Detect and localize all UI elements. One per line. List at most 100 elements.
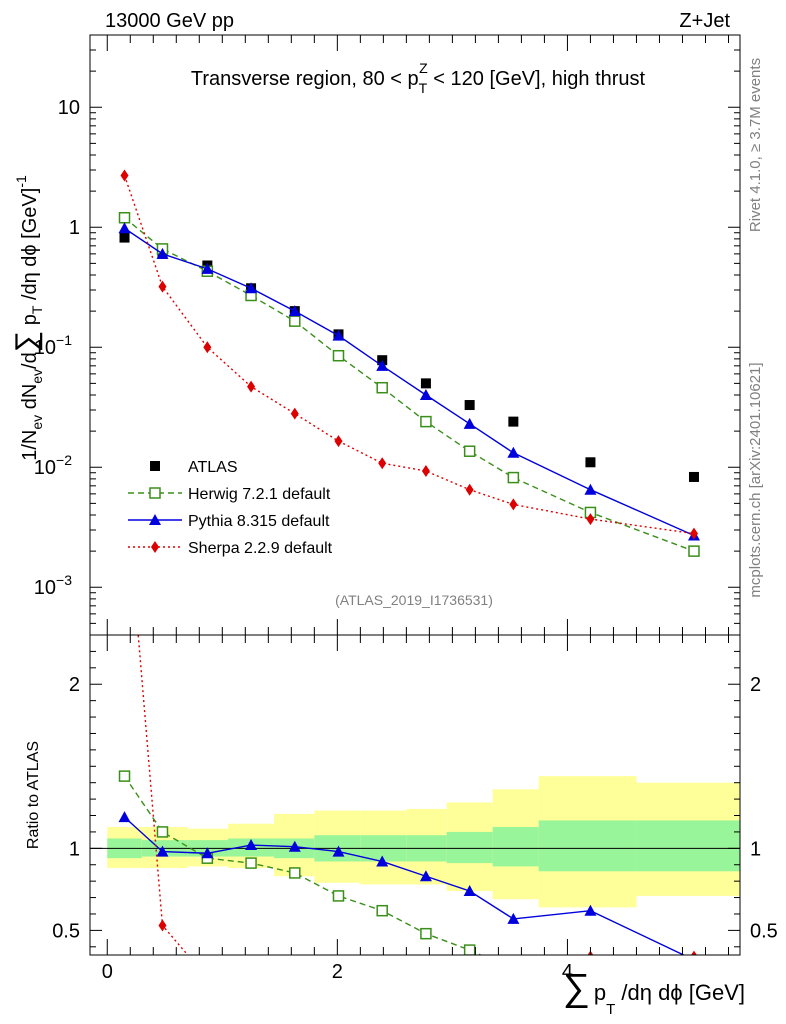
pythia-point: [332, 329, 345, 341]
herwig-ratio-point: [376, 904, 388, 917]
legend-marker: [149, 487, 161, 499]
sherpa-point: [421, 465, 430, 478]
ratio-plot-area: [90, 635, 740, 997]
pythia-ratio-point: [332, 845, 345, 857]
legend-label: Herwig 7.2.1 default: [188, 486, 331, 503]
legend-marker: [149, 514, 161, 525]
herwig-ratio-point: [289, 867, 301, 879]
ratio-tick-label-right: 1: [750, 838, 761, 860]
pythia-point: [463, 417, 476, 429]
legend-marker: [151, 541, 159, 553]
pythia-ratio-point: [245, 839, 258, 851]
pythia-ratio-point: [118, 811, 131, 823]
legend-entry-herwig: Herwig 7.2.1 default: [128, 486, 331, 503]
ratio-series: [90, 635, 740, 997]
x-tick-label: 2: [332, 961, 343, 983]
sherpa-point: [120, 169, 129, 182]
atlas-point: [508, 416, 519, 427]
herwig-ratio-point: [118, 770, 131, 782]
y-tick-base: 10: [58, 97, 80, 119]
pythia-line: [124, 227, 695, 537]
pythia-ratio-point: [463, 885, 476, 896]
sherpa-ratio-point: [334, 985, 342, 997]
x-tick-label: 4: [562, 961, 573, 983]
y-tick-base: 10: [34, 337, 56, 359]
legend-entry-pythia: Pythia 8.315 default: [128, 513, 330, 530]
x-tick-label: 0: [102, 961, 113, 983]
pythia-point: [118, 222, 131, 234]
herwig-ratio-point: [508, 965, 518, 975]
ratio-tick-label-left: 0.5: [52, 920, 80, 942]
ratio-tick-label-right: 2: [750, 674, 761, 696]
uncertainty-band-inner: [446, 831, 493, 864]
rivet-label: Rivet 4.1.0, ≥ 3.7M events: [747, 58, 764, 232]
sherpa-line: [123, 175, 695, 535]
legend-marker: [150, 461, 160, 471]
sherpa-ratio-point: [466, 974, 474, 986]
pythia-ratio-point: [201, 847, 214, 859]
sherpa-ratio-point: [247, 982, 255, 994]
herwig-ratio-point: [463, 944, 476, 955]
sherpa-point: [509, 498, 518, 511]
sherpa-ratio-point: [291, 983, 299, 995]
sherpa-ratio-point: [691, 950, 697, 955]
x-axis-label: ∑ pT /dη dϕ [GeV]: [563, 967, 745, 1018]
ratio-tick-label-left: 2: [69, 674, 80, 696]
herwig-point: [420, 415, 432, 428]
herwig-ratio-point: [689, 968, 699, 978]
herwig-line: [124, 217, 695, 552]
pythia-point: [156, 247, 169, 259]
main-plot-area: [118, 169, 700, 557]
pythia-ratio-point: [419, 870, 432, 882]
sherpa-point: [247, 380, 256, 393]
legend-label: ATLAS: [188, 459, 238, 476]
ratio-tick-label-left: 1: [69, 838, 80, 860]
sherpa-point: [290, 407, 299, 420]
pythia-point: [507, 446, 520, 458]
y-tick-label: 10−3: [34, 572, 72, 599]
sherpa-series: [120, 169, 698, 540]
herwig-point: [688, 545, 700, 557]
pythia-ratio-point: [584, 904, 597, 916]
herwig-ratio-point: [245, 857, 257, 869]
atlas-point: [119, 232, 130, 243]
sherpa-ratio-point: [203, 972, 211, 984]
sherpa-ratio-point: [422, 975, 430, 987]
x-axis-ticks: 0 2 4: [102, 35, 729, 983]
uncertainty-band-inner: [492, 827, 539, 867]
sherpa-ratio-point: [509, 974, 517, 986]
pythia-series: [118, 222, 700, 541]
uncertainty-band-inner: [636, 820, 740, 872]
herwig-point: [332, 349, 345, 362]
mcplots-label: mcplots.cern.ch [arXiv:2401.10621]: [747, 362, 764, 597]
pythia-point: [245, 282, 258, 294]
pythia-point: [584, 483, 597, 495]
sherpa-ratio-point: [378, 983, 386, 995]
pythia-ratio-point: [288, 840, 301, 852]
pythia-point: [376, 359, 389, 371]
sherpa-point: [334, 435, 343, 448]
pythia-ratio-point: [507, 912, 520, 924]
analysis-id: (ATLAS_2019_I1736531): [335, 592, 493, 608]
sherpa-point: [158, 280, 167, 293]
pythia-ratio-series: [118, 811, 695, 955]
herwig-ratio-point: [156, 826, 169, 838]
herwig-point: [289, 315, 301, 327]
sherpa-point: [586, 513, 595, 526]
y-tick-exp: −3: [56, 572, 72, 588]
ratio-panel: 2 2 1 1 0.5 0.5: [52, 634, 778, 997]
herwig-point: [376, 381, 388, 394]
uncertainty-band-inner: [538, 820, 637, 872]
legend-label: Pythia 8.315 default: [188, 513, 330, 530]
herwig-point: [507, 471, 520, 484]
legend-entry-sherpa: Sherpa 2.2.9 default: [128, 540, 333, 557]
herwig-ratio-point: [420, 927, 432, 940]
pythia-ratio-point: [693, 953, 695, 955]
herwig-ratio-line: [123, 775, 483, 955]
ratio-y-axis-label: Ratio to ATLAS: [25, 741, 42, 849]
herwig-point: [118, 211, 131, 224]
sherpa-point: [689, 527, 698, 540]
y-tick-label: 10−2: [34, 452, 72, 479]
legend-entry-atlas: ATLAS: [150, 459, 238, 476]
